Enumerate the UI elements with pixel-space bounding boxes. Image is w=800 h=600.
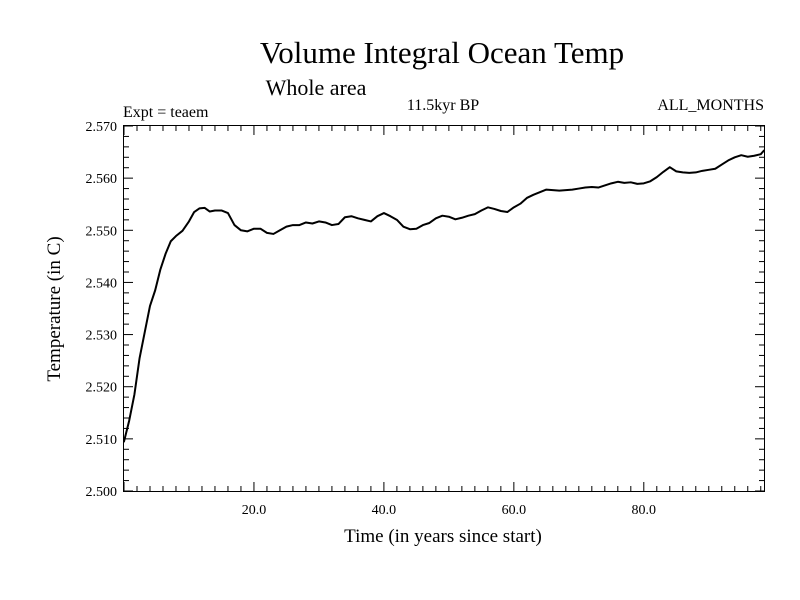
- chart-subtitle: Whole area: [266, 75, 367, 100]
- x-axis-ticks: 20.0 40.0 60.0 80.0: [123, 126, 762, 518]
- y-tick-label: 2.540: [86, 276, 118, 291]
- y-tick-label: 2.560: [86, 172, 118, 187]
- y-tick-label: 2.520: [86, 381, 118, 396]
- y-tick-label: 2.570: [86, 120, 118, 135]
- x-tick-label: 40.0: [372, 503, 397, 518]
- months-annotation: ALL_MONTHS: [657, 97, 764, 114]
- x-tick-label: 20.0: [242, 503, 267, 518]
- plot-frame: [123, 125, 765, 492]
- chart-title: Volume Integral Ocean Temp: [260, 35, 624, 70]
- y-tick-label: 2.550: [86, 224, 118, 239]
- x-tick-label: 80.0: [632, 503, 657, 518]
- y-tick-label: 2.530: [86, 329, 118, 344]
- period-annotation: 11.5kyr BP: [407, 97, 479, 114]
- y-axis-ticks: 2.500 2.510 2.520 2.530 2.540 2.550 2.560 2.570: [86, 120, 764, 500]
- y-axis-title: Temperature (in C): [44, 236, 65, 381]
- temperature-series-line: [123, 149, 765, 443]
- experiment-annotation: Expt = teaem: [123, 104, 209, 121]
- y-tick-label: 2.510: [86, 433, 118, 448]
- y-tick-label: 2.500: [86, 485, 118, 500]
- x-tick-label: 60.0: [502, 503, 527, 518]
- x-axis-title: Time (in years since start): [344, 526, 542, 547]
